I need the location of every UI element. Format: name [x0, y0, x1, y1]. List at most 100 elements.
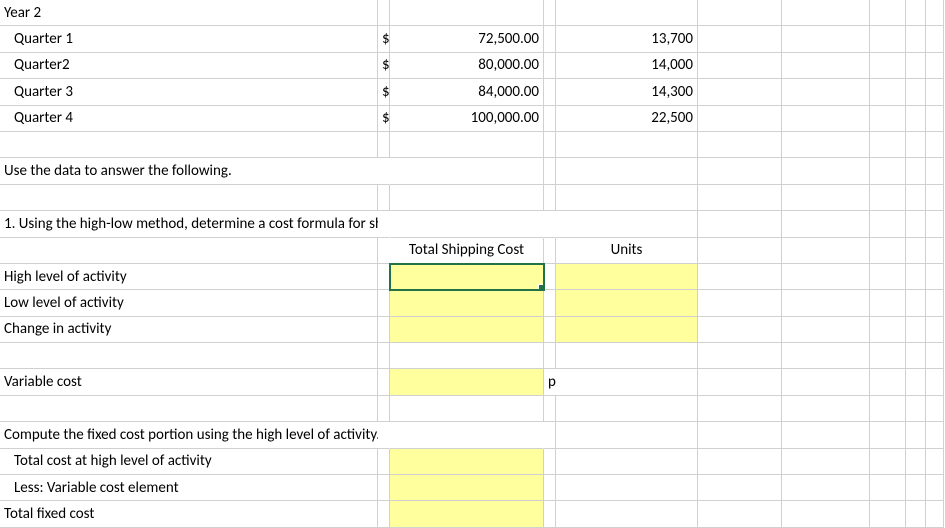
cell-r18-c2[interactable]: [378, 449, 390, 475]
cell-r17-c4[interactable]: [544, 422, 556, 448]
cell-r5-c8[interactable]: [870, 106, 906, 132]
cell-r20-c8[interactable]: [870, 501, 906, 527]
cell-r7-c6[interactable]: [698, 158, 782, 184]
cell-r6-c6[interactable]: [698, 132, 782, 158]
cell-r17-c3[interactable]: [390, 422, 544, 448]
cell-r12-c6[interactable]: [698, 290, 782, 316]
cell-r18-c3[interactable]: [390, 449, 544, 475]
cell-r7-c10[interactable]: [926, 158, 944, 184]
cell-r7-c7[interactable]: [782, 158, 870, 184]
cell-r12-c2[interactable]: [378, 290, 390, 316]
cell-r11-c4[interactable]: [544, 264, 556, 290]
cell-r6-c8[interactable]: [870, 132, 906, 158]
cell-r5-c5[interactable]: 22,500: [556, 106, 698, 132]
cell-r9-c5[interactable]: [556, 211, 698, 237]
cell-r2-c6[interactable]: [698, 26, 782, 52]
cell-r11-c6[interactable]: [698, 264, 782, 290]
cell-r10-c9[interactable]: [906, 238, 926, 264]
cell-r17-c8[interactable]: [870, 422, 906, 448]
cell-r6-c9[interactable]: [906, 132, 926, 158]
spreadsheet-grid[interactable]: Year 2Quarter 1$72,500.0013,700Quarter2$…: [0, 0, 945, 528]
cell-r14-c9[interactable]: [906, 343, 926, 369]
cell-r2-c7[interactable]: [782, 26, 870, 52]
cell-r6-c2[interactable]: [378, 132, 390, 158]
cell-r15-c4[interactable]: per unit: [544, 369, 556, 395]
cell-r3-c1[interactable]: Quarter2: [0, 53, 378, 79]
cell-r9-c6[interactable]: [698, 211, 782, 237]
cell-r18-c5[interactable]: [556, 449, 698, 475]
cell-r16-c7[interactable]: [782, 396, 870, 422]
cell-r3-c3[interactable]: 80,000.00: [390, 53, 544, 79]
cell-r16-c9[interactable]: [906, 396, 926, 422]
cell-r11-c8[interactable]: [870, 264, 906, 290]
cell-r14-c4[interactable]: [544, 343, 556, 369]
cell-r16-c2[interactable]: [378, 396, 390, 422]
cell-r3-c4[interactable]: [544, 53, 556, 79]
cell-r14-c10[interactable]: [926, 343, 944, 369]
cell-r9-c7[interactable]: [782, 211, 870, 237]
cell-r8-c4[interactable]: [544, 185, 556, 211]
cell-r1-c3[interactable]: [390, 0, 544, 26]
cell-r1-c1[interactable]: Year 2: [0, 0, 378, 26]
cell-r2-c9[interactable]: [906, 26, 926, 52]
cell-r19-c10[interactable]: [926, 475, 944, 501]
cell-r16-c3[interactable]: [390, 396, 544, 422]
cell-r19-c9[interactable]: [906, 475, 926, 501]
cell-r15-c5[interactable]: [556, 369, 698, 395]
cell-r12-c9[interactable]: [906, 290, 926, 316]
cell-r3-c9[interactable]: [906, 53, 926, 79]
cell-r11-c2[interactable]: [378, 264, 390, 290]
cell-r11-c3[interactable]: [390, 264, 544, 290]
cell-r4-c9[interactable]: [906, 79, 926, 105]
cell-r4-c1[interactable]: Quarter 3: [0, 79, 378, 105]
cell-r19-c5[interactable]: [556, 475, 698, 501]
cell-r2-c8[interactable]: [870, 26, 906, 52]
cell-r6-c1[interactable]: [0, 132, 378, 158]
cell-r10-c5[interactable]: Units: [556, 238, 698, 264]
cell-r3-c10[interactable]: [926, 53, 944, 79]
cell-r1-c10[interactable]: [926, 0, 944, 26]
cell-r4-c3[interactable]: 84,000.00: [390, 79, 544, 105]
cell-r13-c8[interactable]: [870, 317, 906, 343]
cell-r12-c4[interactable]: [544, 290, 556, 316]
cell-r1-c5[interactable]: [556, 0, 698, 26]
cell-r3-c6[interactable]: [698, 53, 782, 79]
cell-r19-c4[interactable]: [544, 475, 556, 501]
cell-r20-c6[interactable]: [698, 501, 782, 527]
cell-r20-c3[interactable]: [390, 501, 544, 527]
cell-r13-c4[interactable]: [544, 317, 556, 343]
cell-r2-c1[interactable]: Quarter 1: [0, 26, 378, 52]
cell-r15-c7[interactable]: [782, 369, 870, 395]
cell-r20-c5[interactable]: [556, 501, 698, 527]
cell-r14-c6[interactable]: [698, 343, 782, 369]
cell-r11-c9[interactable]: [906, 264, 926, 290]
cell-r4-c6[interactable]: [698, 79, 782, 105]
cell-r17-c2[interactable]: [378, 422, 390, 448]
cell-r19-c6[interactable]: [698, 475, 782, 501]
cell-r4-c8[interactable]: [870, 79, 906, 105]
cell-r7-c3[interactable]: [390, 158, 544, 184]
cell-r10-c7[interactable]: [782, 238, 870, 264]
cell-r14-c1[interactable]: [0, 343, 378, 369]
cell-r18-c4[interactable]: [544, 449, 556, 475]
cell-r8-c1[interactable]: [0, 185, 378, 211]
cell-r8-c6[interactable]: [698, 185, 782, 211]
cell-r13-c9[interactable]: [906, 317, 926, 343]
cell-r7-c5[interactable]: [556, 158, 698, 184]
cell-r12-c1[interactable]: Low level of activity: [0, 290, 378, 316]
cell-r18-c6[interactable]: [698, 449, 782, 475]
cell-r8-c10[interactable]: [926, 185, 944, 211]
cell-r15-c6[interactable]: [698, 369, 782, 395]
cell-r6-c3[interactable]: [390, 132, 544, 158]
cell-r15-c10[interactable]: [926, 369, 944, 395]
cell-r20-c2[interactable]: [378, 501, 390, 527]
cell-r10-c3[interactable]: Total Shipping Cost: [390, 238, 544, 264]
cell-r12-c3[interactable]: [390, 290, 544, 316]
cell-r7-c1[interactable]: Use the data to answer the following.: [0, 158, 378, 184]
cell-r3-c8[interactable]: [870, 53, 906, 79]
cell-r10-c4[interactable]: [544, 238, 556, 264]
cell-r5-c6[interactable]: [698, 106, 782, 132]
cell-r15-c9[interactable]: [906, 369, 926, 395]
cell-r19-c1[interactable]: Less: Variable cost element: [0, 475, 378, 501]
cell-r14-c2[interactable]: [378, 343, 390, 369]
